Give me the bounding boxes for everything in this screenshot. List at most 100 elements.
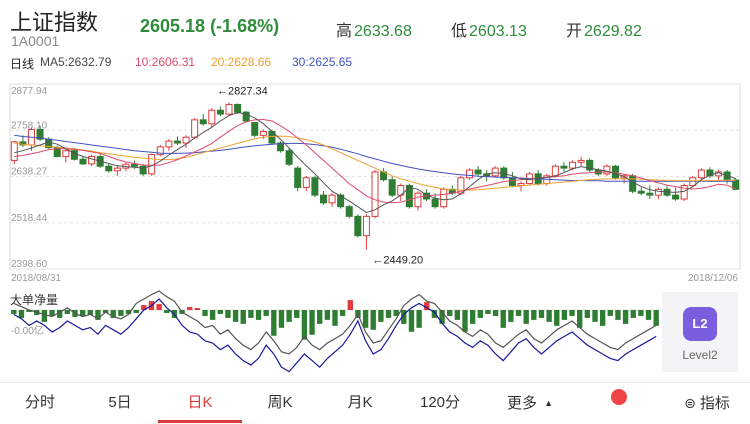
candle-body bbox=[414, 192, 422, 208]
candle-body bbox=[646, 192, 654, 196]
indicator-bar bbox=[477, 310, 483, 318]
open-stat: 开 2629.82 bbox=[566, 17, 642, 41]
candle-body bbox=[569, 161, 577, 169]
candle-body bbox=[105, 165, 113, 172]
record-indicator-icon[interactable] bbox=[611, 389, 627, 405]
indicator-label[interactable]: 大单净量 bbox=[10, 293, 59, 307]
indicator-bar bbox=[217, 310, 223, 314]
candle-body bbox=[208, 109, 216, 125]
tab-5day[interactable]: 5日 bbox=[108, 394, 132, 411]
candle-body bbox=[560, 165, 568, 169]
indicator-bar bbox=[592, 310, 598, 322]
ma30-line bbox=[14, 134, 736, 182]
candle-body bbox=[139, 165, 147, 175]
indicator-bar bbox=[102, 310, 109, 313]
tab-more[interactable]: 更多 ▲ bbox=[495, 383, 565, 423]
indicator-bar bbox=[469, 310, 476, 324]
indicator-bar bbox=[57, 310, 63, 318]
indicator-bar bbox=[607, 310, 613, 316]
indicator-bar bbox=[118, 310, 124, 316]
indicator-bar bbox=[317, 310, 323, 324]
indicator-bar bbox=[278, 310, 285, 328]
indicator-bar bbox=[416, 310, 422, 328]
candle-body bbox=[234, 103, 242, 113]
indicator-bar bbox=[209, 310, 216, 320]
indicator-bar bbox=[79, 310, 86, 316]
low-label: 低 bbox=[451, 23, 468, 40]
price-change: 2605.18 (-1.68%) bbox=[140, 16, 280, 36]
candle-body bbox=[311, 177, 319, 196]
indicator-axis-label: -0.00亿 bbox=[11, 324, 44, 337]
candle-body bbox=[465, 169, 473, 179]
tab-daily-k[interactable]: 日K bbox=[187, 394, 213, 411]
indicator-button[interactable]: ⊜ 指标 bbox=[672, 383, 742, 423]
candle-body bbox=[62, 150, 70, 158]
indicator-bar bbox=[645, 310, 652, 320]
indicator-bar bbox=[385, 310, 392, 318]
indicator-bar bbox=[431, 310, 438, 318]
tab-timeshare[interactable]: 分时 bbox=[24, 394, 55, 411]
indicator-bar bbox=[49, 310, 55, 316]
indicator-bar bbox=[393, 310, 399, 316]
high-value: 2633.68 bbox=[354, 23, 412, 40]
indicator-bar bbox=[653, 310, 659, 326]
candle-body bbox=[586, 159, 594, 171]
level2-icon[interactable]: L2 bbox=[683, 307, 717, 341]
ma10-label: 10:2606.31 bbox=[135, 55, 196, 69]
indicator-bar bbox=[362, 310, 369, 328]
indicator-bar bbox=[225, 310, 231, 318]
indicator-bar bbox=[378, 310, 384, 322]
indicator-bar bbox=[18, 310, 25, 318]
indicator-bar bbox=[462, 310, 468, 332]
indicator-bar bbox=[156, 304, 162, 310]
level2-panel[interactable]: L2 Level2 bbox=[662, 292, 738, 372]
indicator-bar bbox=[546, 310, 552, 322]
indicator-bar bbox=[447, 310, 453, 316]
y-tick-label: 2638.27 bbox=[11, 167, 48, 178]
index-code: 1A0001 bbox=[11, 33, 60, 49]
candle-body bbox=[440, 188, 448, 208]
candle-body bbox=[251, 122, 259, 136]
candle-body bbox=[328, 194, 336, 204]
low-value: 2603.13 bbox=[469, 23, 527, 40]
start-date-label: 2018/08/31 bbox=[11, 273, 61, 284]
candle-body bbox=[319, 194, 327, 204]
indicator-line_blue bbox=[13, 298, 657, 373]
tab-120min[interactable]: 120分 bbox=[419, 394, 461, 411]
indicator-bar bbox=[577, 310, 583, 328]
indicator-bar bbox=[622, 310, 629, 324]
indicator-bar bbox=[630, 310, 636, 318]
indicator-bar bbox=[240, 310, 246, 324]
candle-body bbox=[285, 150, 293, 165]
indicator-bar bbox=[454, 310, 461, 320]
kline-chart[interactable]: 2877.94 2758.10 2638.27 2518.44 2398.60 2018/… bbox=[0, 70, 750, 382]
tab-more-label: 更多 bbox=[506, 395, 537, 412]
y-tick-label: 2518.44 bbox=[11, 213, 48, 224]
index-name: 上证指数 bbox=[10, 10, 99, 35]
level2-label[interactable]: Level2 bbox=[682, 348, 718, 362]
indicator-bar bbox=[584, 310, 591, 318]
tab-monthly-k[interactable]: 月K bbox=[347, 394, 373, 411]
indicator-bar bbox=[599, 310, 606, 326]
kline-svg[interactable]: 2877.94 2758.10 2638.27 2518.44 2398.60 2018/… bbox=[0, 70, 750, 382]
indicator-bar bbox=[26, 310, 32, 312]
candle-body bbox=[165, 140, 173, 148]
indicator-line_dark bbox=[13, 290, 657, 355]
indicator-bar bbox=[485, 310, 491, 314]
indicator-bar bbox=[133, 310, 139, 313]
tab-weekly-k[interactable]: 周K bbox=[267, 394, 293, 411]
indicator-bar bbox=[439, 310, 445, 324]
candle-body bbox=[354, 215, 362, 237]
indicator-bar bbox=[523, 310, 529, 324]
indicator-bar bbox=[309, 310, 315, 335]
indicator-bar bbox=[638, 310, 644, 316]
indicator-bar bbox=[554, 310, 560, 326]
indicator-bar bbox=[194, 308, 201, 310]
indicator-bar bbox=[569, 310, 575, 316]
candle-body bbox=[79, 158, 87, 165]
indicator-bar bbox=[202, 310, 208, 316]
period-label: 日线 bbox=[10, 57, 35, 71]
candle-body bbox=[362, 215, 370, 237]
indicator-bar bbox=[332, 310, 338, 326]
indicator-bar bbox=[538, 310, 545, 318]
